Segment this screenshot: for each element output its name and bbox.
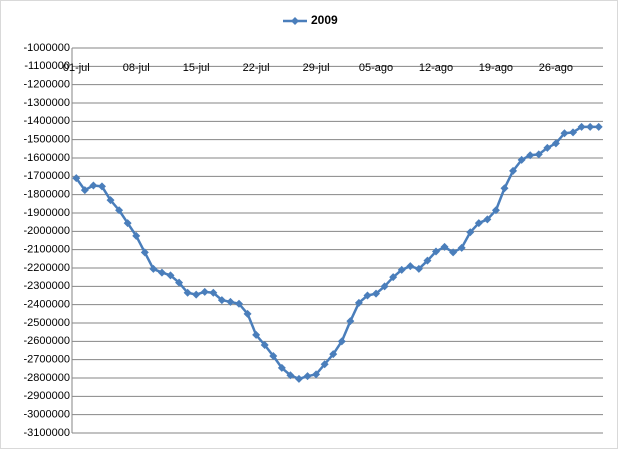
marker (294, 374, 303, 383)
marker (235, 299, 244, 308)
y-tick-label: -1300000 (24, 97, 71, 109)
marker (80, 186, 89, 195)
y-tick-label: -2200000 (24, 262, 71, 274)
marker (551, 139, 560, 148)
y-tick-label: -3100000 (24, 427, 71, 439)
marker (217, 296, 226, 305)
marker (526, 151, 535, 160)
x-tick-label: 05-ago (359, 62, 393, 74)
y-tick-label: -2500000 (24, 317, 71, 329)
marker (303, 372, 312, 381)
y-tick-label: -1200000 (24, 79, 71, 91)
y-tick-label: -2300000 (24, 280, 71, 292)
marker (389, 273, 398, 282)
marker (363, 291, 372, 300)
marker (175, 278, 184, 287)
marker (354, 298, 363, 307)
marker (97, 182, 106, 191)
marker (140, 248, 149, 257)
marker (509, 166, 518, 175)
marker (500, 184, 509, 193)
marker (243, 309, 252, 318)
y-tick-label: -2700000 (24, 354, 71, 366)
marker (106, 196, 115, 205)
marker (440, 242, 449, 251)
marker (192, 290, 201, 299)
y-tick-label: -2800000 (24, 372, 71, 384)
x-tick-label: 01-jul (63, 62, 90, 74)
y-tick-label: -1500000 (24, 134, 71, 146)
marker (337, 337, 346, 346)
y-tick-label: -1600000 (24, 152, 71, 164)
x-tick-label: 26-ago (539, 62, 573, 74)
x-tick-label: 29-jul (303, 62, 330, 74)
marker (423, 256, 432, 265)
marker (277, 363, 286, 372)
y-tick-label: -2100000 (24, 244, 71, 256)
marker (577, 122, 586, 131)
x-tick-label: 19-ago (479, 62, 513, 74)
y-tick-label: -3000000 (24, 409, 71, 421)
y-tick-label: -1800000 (24, 189, 71, 201)
marker (72, 174, 81, 183)
marker (586, 122, 595, 131)
marker (372, 289, 381, 298)
marker (517, 155, 526, 164)
y-tick-label: -2000000 (24, 225, 71, 237)
y-tick-label: -1900000 (24, 207, 71, 219)
marker (132, 231, 141, 240)
y-tick-label: -1700000 (24, 170, 71, 182)
marker (183, 288, 192, 297)
marker (474, 219, 483, 228)
marker (449, 248, 458, 257)
marker (200, 287, 209, 296)
marker (166, 271, 175, 280)
marker (115, 206, 124, 215)
marker (89, 181, 98, 190)
y-tick-label: -2400000 (24, 299, 71, 311)
marker (483, 215, 492, 224)
marker (491, 206, 500, 215)
marker (149, 264, 158, 273)
marker (397, 265, 406, 274)
x-tick-label: 08-jul (123, 62, 150, 74)
marker (431, 247, 440, 256)
marker (209, 288, 218, 297)
marker (329, 350, 338, 359)
marker (466, 228, 475, 237)
y-tick-label: -2900000 (24, 390, 71, 402)
marker (226, 297, 235, 306)
marker (594, 122, 603, 131)
y-tick-label: -1000000 (24, 42, 71, 54)
marker (534, 150, 543, 159)
x-tick-label: 22-jul (243, 62, 270, 74)
marker (380, 282, 389, 291)
x-tick-label: 12-ago (419, 62, 453, 74)
marker (286, 371, 295, 380)
y-tick-label: -1100000 (24, 60, 70, 72)
y-tick-label: -2600000 (24, 335, 71, 347)
marker (123, 219, 132, 228)
marker (260, 341, 269, 349)
legend-label: 2009 (311, 13, 338, 27)
marker (560, 129, 569, 138)
y-tick-label: -1400000 (24, 115, 71, 127)
marker (320, 360, 329, 369)
marker (543, 143, 552, 152)
marker (269, 352, 278, 360)
marker (312, 370, 321, 379)
marker (569, 128, 578, 137)
marker (157, 268, 166, 277)
marker (457, 243, 466, 252)
marker (406, 262, 415, 271)
x-tick-label: 15-jul (183, 62, 210, 74)
marker (346, 317, 355, 326)
marker (414, 264, 423, 273)
legend-marker (291, 17, 299, 25)
marker (252, 330, 261, 339)
